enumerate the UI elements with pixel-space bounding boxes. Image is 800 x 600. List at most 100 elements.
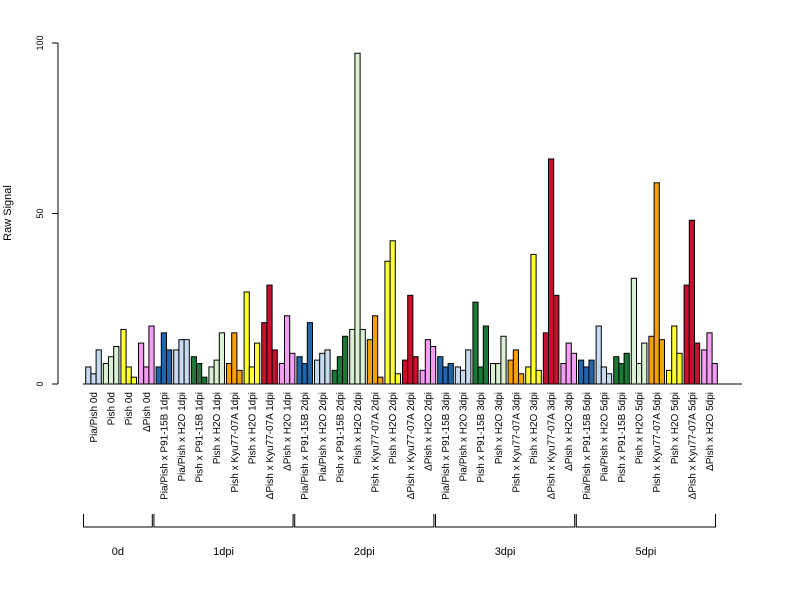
x-tick-label: ΔPish x Kyu77-07A 2dpi xyxy=(406,392,417,499)
bar xyxy=(676,352,683,385)
bar xyxy=(548,158,555,385)
bar xyxy=(113,345,120,385)
x-tick-labels: Pia/Pish 0d Pish 0d Pish 0d ΔPish 0d Pia/Pis… xyxy=(89,392,716,500)
bar xyxy=(658,339,665,385)
bar xyxy=(336,356,343,385)
bar xyxy=(319,352,326,385)
bar xyxy=(706,332,713,385)
bar xyxy=(618,363,625,385)
group-label: 1dpi xyxy=(213,546,234,558)
bar xyxy=(236,369,243,385)
bar xyxy=(377,376,384,385)
x-tick-label: ΔPish x Kyu77-07A 1dpi xyxy=(265,392,276,499)
group-label: 0d xyxy=(112,546,124,558)
bar xyxy=(407,294,414,385)
bar xyxy=(342,335,349,385)
x-tick-label: Pish x P91-15B 5dpi xyxy=(617,392,628,483)
bar xyxy=(588,359,595,385)
x-tick-label: ΔPish x H2O 5dpi xyxy=(705,392,716,471)
bar xyxy=(354,52,361,385)
bar xyxy=(324,349,331,385)
x-tick-label: Pish x Kyu77-07A 3dpi xyxy=(511,392,522,493)
group-bracket xyxy=(83,514,153,528)
x-tick-label: Pish x H2O 5dpi xyxy=(670,392,681,464)
bars xyxy=(85,52,718,385)
bar xyxy=(213,359,220,385)
bar xyxy=(711,363,718,385)
x-tick-label: ΔPish x H2O 1dpi xyxy=(283,392,294,471)
bar xyxy=(349,328,356,385)
y-tick-label: 100 xyxy=(35,35,45,50)
bar xyxy=(178,339,185,385)
group-bracket xyxy=(153,514,294,528)
x-tick-label: Pish x H2O 1dpi xyxy=(212,392,223,464)
bar xyxy=(278,363,285,385)
bar xyxy=(671,325,678,385)
bar xyxy=(472,301,479,385)
bar xyxy=(143,366,150,385)
y-axis: 0 50 100 xyxy=(35,35,59,387)
bar xyxy=(90,373,97,385)
x-tick-label: ΔPish x H2O 3dpi xyxy=(564,392,575,471)
x-tick-label: Pish x H2O 2dpi xyxy=(353,392,364,464)
bar xyxy=(560,363,567,385)
bar xyxy=(402,359,409,385)
bar xyxy=(688,219,695,385)
x-tick-label: Pish x Kyu77-07A 5dpi xyxy=(652,392,663,493)
bar xyxy=(138,342,145,385)
bar xyxy=(535,369,542,385)
x-tick-label: Pia/Pish x H2O 5dpi xyxy=(599,392,610,482)
bar xyxy=(694,342,701,385)
bar xyxy=(565,342,572,385)
group-bracket xyxy=(294,514,435,528)
bar xyxy=(507,359,514,385)
bar xyxy=(160,332,168,385)
x-tick-label: ΔPish x Kyu77-07A 3dpi xyxy=(547,392,558,499)
x-tick-label: Pish x H2O 3dpi xyxy=(529,392,540,464)
bar xyxy=(296,356,303,385)
bar xyxy=(201,376,208,385)
x-tick-label: Pia/Pish x P91-15B 3dpi xyxy=(441,392,452,500)
bar xyxy=(530,253,537,385)
bar xyxy=(525,366,532,385)
bar xyxy=(653,182,660,385)
bar xyxy=(243,291,250,385)
bar xyxy=(442,366,449,385)
bar xyxy=(231,332,238,385)
x-tick-label: Pia/Pish x P91-15B 5dpi xyxy=(582,392,593,500)
bar xyxy=(208,366,215,385)
bar xyxy=(190,356,198,385)
bar xyxy=(606,373,613,385)
bar xyxy=(595,325,602,385)
bar xyxy=(289,352,296,385)
group-label: 2dpi xyxy=(354,546,375,558)
bar xyxy=(261,322,268,385)
bar xyxy=(226,363,233,385)
bar xyxy=(424,339,431,385)
x-tick-label: Pia/Pish x P91-15B 2dpi xyxy=(300,392,311,500)
bar xyxy=(166,349,173,385)
bar xyxy=(683,284,690,385)
bar xyxy=(447,363,454,385)
bar xyxy=(108,356,115,385)
x-tick-label: Pia/Pish 0d xyxy=(89,392,100,443)
x-tick-label: Pish x H2O 3dpi xyxy=(494,392,505,464)
x-tick-label: Pia/Pish x H2O 2dpi xyxy=(318,392,329,482)
bar xyxy=(120,328,127,385)
bar xyxy=(500,335,507,385)
x-tick-label: Pish 0d xyxy=(107,392,118,425)
x-tick-label: Pia/Pish x H2O 1dpi xyxy=(177,392,188,482)
bar xyxy=(372,315,379,385)
bar xyxy=(495,363,502,385)
bar xyxy=(266,284,273,385)
bar xyxy=(130,376,138,385)
bar xyxy=(394,373,401,385)
bar xyxy=(271,349,278,385)
bar xyxy=(542,332,549,385)
group-label: 3dpi xyxy=(495,546,516,558)
y-tick-label: 0 xyxy=(35,381,45,386)
bar xyxy=(301,363,308,385)
bar xyxy=(183,339,190,385)
x-tick-label: Pish x P91-15B 3dpi xyxy=(476,392,487,483)
group-brackets: 0d 1dpi 2dpi 3dpi 5dpi xyxy=(83,514,716,558)
